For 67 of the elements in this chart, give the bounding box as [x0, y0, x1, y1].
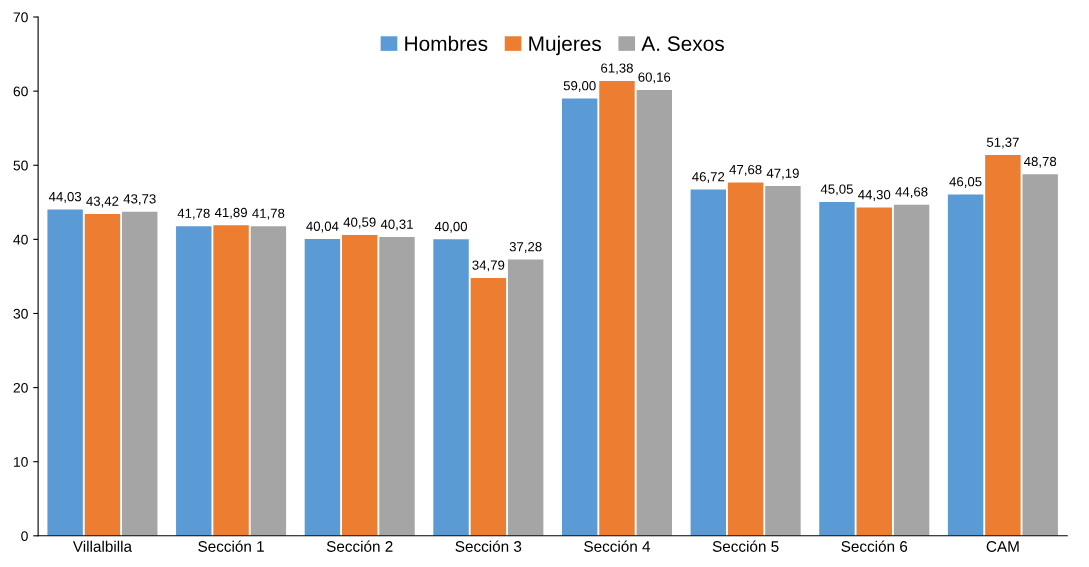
- y-tick-label: 40: [13, 234, 28, 245]
- x-tick-label: Sección 1: [198, 540, 264, 552]
- data-label: 41,78: [252, 208, 285, 220]
- bar: [84, 214, 121, 536]
- x-tick-label: Sección 3: [455, 540, 522, 552]
- bar: [947, 194, 984, 536]
- x-tick-label: Villalbilla: [72, 540, 133, 552]
- x-tick-label: Sección 4: [584, 540, 651, 552]
- bar: [819, 201, 855, 536]
- data-label: 47,19: [766, 168, 799, 180]
- y-tick-label: 0: [21, 531, 28, 541]
- data-label: 40,31: [380, 219, 413, 231]
- data-label: 40,04: [306, 221, 339, 233]
- y-tick-label: 20: [13, 382, 28, 393]
- bar: [122, 211, 158, 536]
- y-tick-label: 30: [13, 308, 28, 319]
- data-label: 59,00: [563, 81, 596, 92]
- y-tick-label: 70: [13, 12, 28, 23]
- bar: [856, 207, 892, 536]
- bar: [304, 239, 341, 536]
- bar: [507, 259, 544, 536]
- bar: [176, 226, 212, 536]
- x-tick-label: Sección 2: [326, 540, 393, 552]
- bar: [561, 98, 598, 536]
- data-label: 60,16: [638, 72, 671, 84]
- data-label: 46,05: [949, 177, 982, 188]
- data-label: 34,79: [472, 260, 505, 272]
- data-label: 44,68: [895, 187, 928, 199]
- data-label: 44,30: [858, 189, 891, 201]
- data-label: 51,37: [986, 137, 1019, 149]
- data-label: 61,38: [601, 63, 633, 75]
- bar: [599, 80, 635, 536]
- bar: [470, 277, 507, 536]
- bar: [727, 182, 764, 536]
- data-label: 48,78: [1024, 156, 1057, 168]
- bar: [636, 89, 673, 536]
- bar: [433, 239, 469, 536]
- y-tick-label: 50: [13, 160, 28, 171]
- data-label: 40,59: [343, 217, 376, 229]
- bar: [690, 189, 727, 536]
- data-label: 46,72: [692, 172, 725, 183]
- legend-label: A. Sexos: [641, 36, 724, 52]
- bar: [341, 234, 378, 536]
- data-label: 41,78: [177, 208, 210, 220]
- data-label: 45,05: [820, 184, 853, 196]
- x-tick-label: Sección 5: [712, 540, 779, 552]
- bar: [213, 225, 249, 536]
- legend-label: Hombres: [405, 35, 488, 52]
- legend-label: Mujeres: [529, 35, 601, 56]
- data-label: 43,73: [123, 194, 156, 206]
- data-label: 40,00: [434, 221, 468, 233]
- bar: [985, 155, 1021, 536]
- bar: [893, 204, 930, 536]
- bar: [765, 186, 801, 536]
- bar: [1022, 174, 1058, 536]
- data-label: 37,28: [509, 242, 542, 253]
- bar: [250, 226, 287, 536]
- data-label: 41,89: [214, 207, 247, 219]
- x-tick-label: CAM: [986, 541, 1019, 552]
- bar: [379, 237, 415, 536]
- bar: [47, 209, 83, 536]
- y-tick-label: 60: [13, 86, 28, 97]
- y-tick-label: 10: [14, 457, 28, 467]
- x-tick-label: Sección 6: [841, 540, 908, 552]
- data-label: 43,42: [86, 196, 119, 208]
- data-label: 47,68: [729, 164, 762, 176]
- data-label: 44,03: [48, 191, 82, 203]
